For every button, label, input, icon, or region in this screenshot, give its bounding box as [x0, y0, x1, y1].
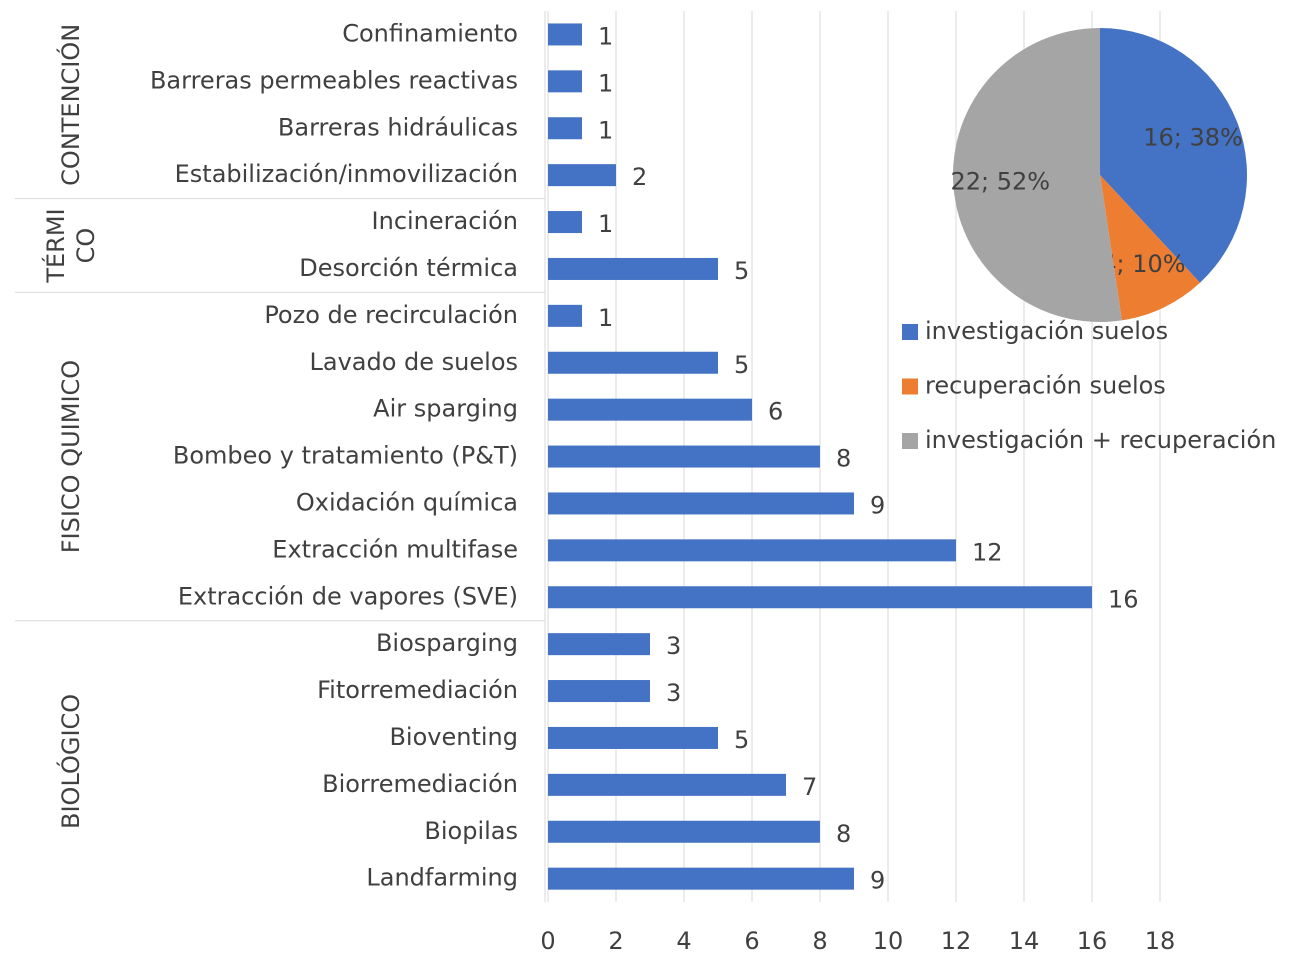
category-label: Barreras hidráulicas	[278, 113, 518, 141]
bar	[548, 821, 820, 843]
category-label: Confinamiento	[342, 19, 518, 47]
legend-label: investigación + recuperación	[925, 426, 1276, 454]
value-label: 5	[734, 351, 749, 379]
x-tick-label: 2	[608, 927, 623, 954]
slice-label: 22; 52%	[951, 167, 1051, 195]
category-label: Pozo de recirculación	[264, 301, 518, 329]
legend-swatch	[902, 433, 918, 449]
category-label: Desorción térmica	[299, 254, 518, 282]
x-tick-label: 18	[1145, 927, 1176, 954]
value-label: 1	[598, 304, 613, 332]
bar	[548, 164, 616, 186]
category-label: Air sparging	[373, 395, 518, 423]
chart: 024681012141618CONTENCIÓNConfinamiento1B…	[0, 0, 1297, 954]
legend-label: recuperación suelos	[925, 372, 1166, 400]
category-label: Extracción de vapores (SVE)	[178, 582, 518, 610]
group-label: CONTENCIÓN	[55, 24, 85, 186]
bar	[548, 70, 582, 92]
legend-swatch	[902, 379, 918, 395]
bar	[548, 258, 718, 280]
category-label: Landfarming	[366, 864, 518, 892]
bar	[548, 680, 650, 702]
value-label: 8	[836, 820, 851, 848]
category-label: Biorremediación	[322, 770, 518, 798]
x-tick-label: 4	[676, 927, 691, 954]
value-label: 1	[598, 210, 613, 238]
x-tick-label: 14	[1009, 927, 1040, 954]
category-label: Incineración	[372, 207, 518, 235]
bar	[548, 305, 582, 327]
value-label: 5	[734, 726, 749, 754]
bar	[548, 727, 718, 749]
value-label: 1	[598, 22, 613, 50]
value-label: 3	[666, 679, 681, 707]
group-label: BIOLÓGICO	[55, 694, 85, 829]
legend-label: investigación suelos	[925, 317, 1168, 345]
bar	[548, 23, 582, 45]
bar	[548, 774, 786, 796]
x-tick-label: 6	[744, 927, 759, 954]
x-tick-label: 16	[1077, 927, 1108, 954]
category-label: Fitorremediación	[317, 676, 518, 704]
slice-label: 16; 38%	[1143, 123, 1243, 151]
value-label: 1	[598, 116, 613, 144]
category-label: Extracción multifase	[272, 535, 518, 563]
bar	[548, 868, 854, 890]
group-label: CO	[72, 228, 100, 264]
bar	[548, 586, 1092, 608]
group-label: TÉRMI	[41, 208, 70, 283]
category-label: Bombeo y tratamiento (P&T)	[173, 442, 518, 470]
category-label: Lavado de suelos	[310, 348, 519, 376]
value-label: 3	[666, 632, 681, 660]
value-label: 9	[870, 491, 885, 519]
value-label: 7	[802, 773, 817, 801]
value-label: 12	[972, 538, 1003, 566]
value-label: 8	[836, 445, 851, 473]
value-label: 6	[768, 398, 783, 426]
bar	[548, 399, 752, 421]
value-label: 1	[598, 69, 613, 97]
x-tick-label: 0	[540, 927, 555, 954]
bar	[548, 352, 718, 374]
bar	[548, 211, 582, 233]
value-label: 9	[870, 867, 885, 895]
category-label: Oxidación química	[296, 488, 518, 516]
category-label: Estabilización/inmovilización	[175, 160, 518, 188]
bar	[548, 539, 956, 561]
bar	[548, 446, 820, 468]
category-label: Barreras permeables reactivas	[150, 66, 518, 94]
group-label: FISICO QUIMICO	[57, 360, 85, 553]
legend-swatch	[902, 324, 918, 340]
category-label: Biopilas	[424, 817, 518, 845]
bar	[548, 633, 650, 655]
x-tick-label: 12	[941, 927, 972, 954]
x-tick-label: 8	[812, 927, 827, 954]
category-label: Bioventing	[389, 723, 518, 751]
bar	[548, 117, 582, 139]
x-tick-label: 10	[873, 927, 904, 954]
value-label: 16	[1108, 585, 1139, 613]
bar	[548, 492, 854, 514]
value-label: 5	[734, 257, 749, 285]
category-label: Biosparging	[376, 629, 518, 657]
value-label: 2	[632, 163, 647, 191]
